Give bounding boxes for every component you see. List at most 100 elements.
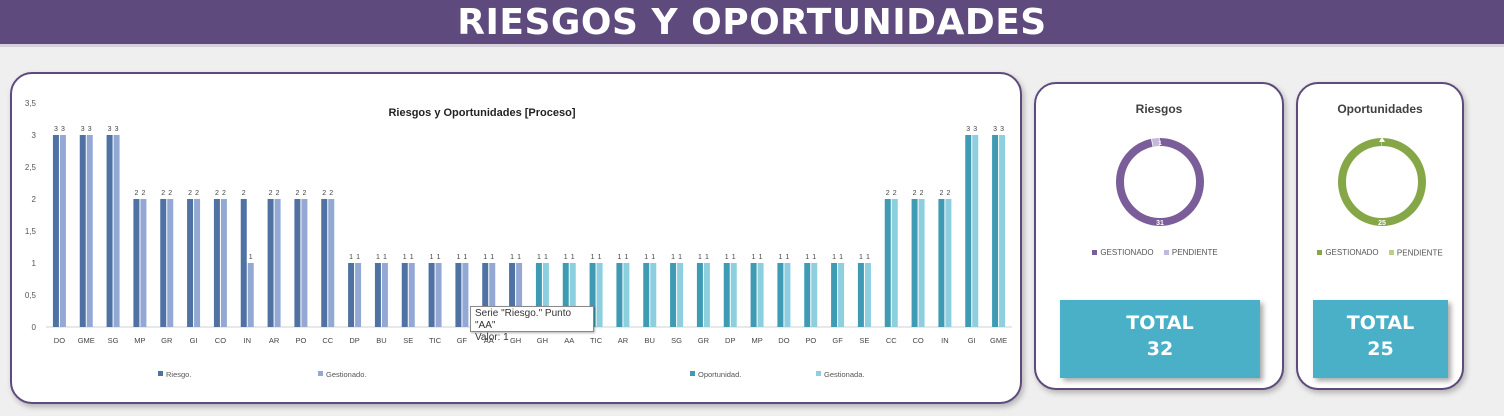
data-label: 1 — [490, 254, 494, 261]
bar-gestionada — [811, 263, 818, 327]
data-label: 1 — [644, 254, 648, 261]
data-label: 2 — [886, 190, 890, 197]
page-banner: RIESGOS Y OPORTUNIDADES — [0, 0, 1504, 44]
data-label: 1 — [671, 254, 675, 261]
data-label: 1 — [249, 254, 253, 261]
bar-gestionado — [462, 263, 469, 327]
data-label: 2 — [215, 190, 219, 197]
bar-oportunidad — [938, 199, 945, 327]
bar-oportunidad — [777, 263, 784, 327]
y-tick-label: 0,5 — [25, 291, 37, 300]
bar-gestionada — [703, 263, 710, 327]
data-label: 1 — [544, 254, 548, 261]
data-label: 1 — [698, 254, 702, 261]
bar-gestionado — [408, 263, 415, 327]
bar-riesgo — [267, 199, 274, 327]
riesgos-donut-chart[interactable]: 31 1 — [1036, 120, 1286, 250]
data-label: 3 — [993, 126, 997, 133]
bar-riesgo — [374, 263, 381, 327]
x-tick-label: MP — [751, 336, 762, 345]
x-tick-label: IN — [941, 336, 949, 345]
data-label: 1 — [437, 254, 441, 261]
bar-gestionado — [220, 199, 227, 327]
x-tick-label: GF — [832, 336, 843, 345]
bar-oportunidad — [804, 263, 811, 327]
x-tick-label: GH — [510, 336, 521, 345]
bar-oportunidad — [857, 263, 864, 327]
data-label: 1 — [483, 254, 487, 261]
data-label: 1 — [564, 254, 568, 261]
x-tick-label: PO — [805, 336, 816, 345]
x-tick-label: IN — [244, 336, 252, 345]
y-tick-label: 2 — [32, 195, 37, 204]
data-label: 3 — [54, 126, 58, 133]
x-tick-label: DO — [54, 336, 65, 345]
x-tick-label: AA — [564, 336, 574, 345]
data-label: 2 — [168, 190, 172, 197]
legend-swatch-gestionada — [816, 371, 821, 376]
x-tick-label: AR — [618, 336, 629, 345]
bar-gestionada — [784, 263, 791, 327]
data-label: 1 — [571, 254, 575, 261]
x-tick-label: DP — [725, 336, 735, 345]
riesgos-total-value: 32 — [1146, 338, 1174, 360]
x-tick-label: CC — [322, 336, 333, 345]
y-tick-label: 1 — [32, 259, 37, 268]
data-label: 1 — [617, 254, 621, 261]
oportunidades-donut-chart[interactable]: 25 — [1298, 120, 1466, 250]
x-tick-label: CO — [912, 336, 923, 345]
y-tick-label: 2,5 — [25, 163, 37, 172]
bar-oportunidad — [723, 263, 730, 327]
data-label: 1 — [598, 254, 602, 261]
bar-oportunidad — [670, 263, 677, 327]
data-label: 2 — [276, 190, 280, 197]
data-label: 1 — [705, 254, 709, 261]
data-label: 2 — [242, 190, 246, 197]
bar-gestionada — [999, 135, 1006, 327]
bar-chart-card: Riesgos y Oportunidades [Proceso] 0 0,5 1 1,… — [10, 72, 1022, 404]
bar-gestionada — [864, 263, 871, 327]
bar-oportunidad — [965, 135, 972, 327]
legend-label-pendiente: PENDIENTE — [1171, 248, 1218, 258]
bar-oportunidad — [616, 263, 623, 327]
y-tick-label: 3,5 — [25, 99, 37, 108]
x-tick-label: GR — [698, 336, 710, 345]
x-tick-label: GME — [78, 336, 95, 345]
data-label: 2 — [195, 190, 199, 197]
bar-oportunidad — [911, 199, 918, 327]
bar-gestionado — [86, 135, 93, 327]
bar-oportunidad — [589, 263, 596, 327]
bar-gestionado — [355, 263, 362, 327]
bar-gestionada — [677, 263, 684, 327]
bar-gestionado — [140, 199, 147, 327]
bar-oportunidad — [884, 199, 891, 327]
bar-gestionada — [596, 263, 603, 327]
oportunidades-total-box: TOTAL 25 — [1313, 300, 1448, 378]
bar-gestionada — [542, 263, 549, 327]
tooltip-line-1: Serie "Riesgo." Punto "AA" — [475, 308, 572, 331]
x-tick-label: CO — [215, 336, 226, 345]
oportunidades-legend: GESTIONADO PENDIENTE — [1298, 248, 1462, 257]
bar-riesgo — [213, 199, 220, 327]
donut-slice-gestionado — [1116, 138, 1204, 226]
x-tick-label: SG — [671, 336, 682, 345]
data-label: 2 — [188, 190, 192, 197]
bar-gestionada — [650, 263, 657, 327]
tooltip-line-2: Valor: 1 — [475, 332, 509, 343]
data-label: 1 — [725, 254, 729, 261]
legend-label-pendiente: PENDIENTE — [1396, 248, 1443, 258]
data-label: 1 — [759, 254, 763, 261]
x-tick-label: GME — [990, 336, 1007, 345]
bar-oportunidad — [992, 135, 999, 327]
x-tick-label: TIC — [429, 336, 442, 345]
data-label: 1 — [349, 254, 353, 261]
page-title: RIESGOS Y OPORTUNIDADES — [457, 2, 1047, 43]
banner-divider — [0, 44, 1504, 47]
bar-chart[interactable]: Riesgos y Oportunidades [Proceso] 0 0,5 1 1,… — [12, 74, 1020, 402]
riesgos-legend: GESTIONADO PENDIENTE — [1036, 248, 1282, 257]
bar-gestionado — [381, 263, 388, 327]
bar-gestionada — [918, 199, 925, 327]
data-label: 1 — [517, 254, 521, 261]
legend-label-oportunidad: Oportunidad. — [698, 370, 741, 379]
riesgos-total-box: TOTAL 32 — [1060, 300, 1260, 378]
